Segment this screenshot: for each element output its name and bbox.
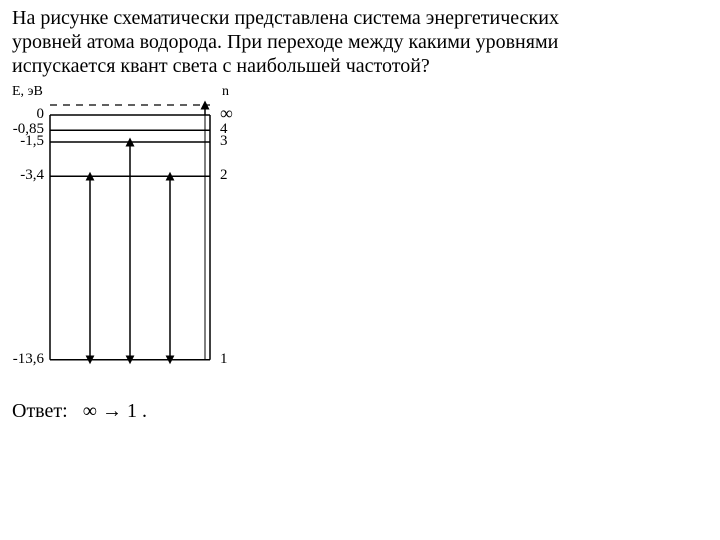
answer-prefix: Ответ: <box>12 400 68 422</box>
n-level-label: 2 <box>220 167 228 184</box>
question-line-1: На рисунке схематически представлена сис… <box>12 6 559 30</box>
question-line-3: испускается квант света с наибольшей час… <box>12 54 430 78</box>
energy-value-label: -13,6 <box>0 351 44 368</box>
answer-line: Ответ: ∞ → 1 . <box>12 400 147 423</box>
energy-value-label: -1,5 <box>0 133 44 150</box>
page: На рисунке схематически представлена сис… <box>0 0 720 540</box>
question-line-2: уровней атома водорода. При переходе меж… <box>12 30 558 54</box>
n-level-label: 3 <box>220 133 228 150</box>
answer-value: ∞ → 1 . <box>83 400 147 422</box>
n-level-label: 1 <box>220 351 228 368</box>
energy-level-diagram <box>0 80 300 400</box>
energy-value-label: -3,4 <box>0 167 44 184</box>
